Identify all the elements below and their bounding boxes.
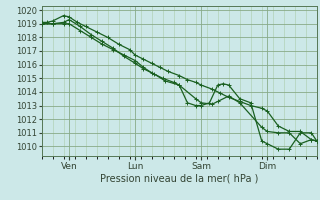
- X-axis label: Pression niveau de la mer( hPa ): Pression niveau de la mer( hPa ): [100, 173, 258, 183]
